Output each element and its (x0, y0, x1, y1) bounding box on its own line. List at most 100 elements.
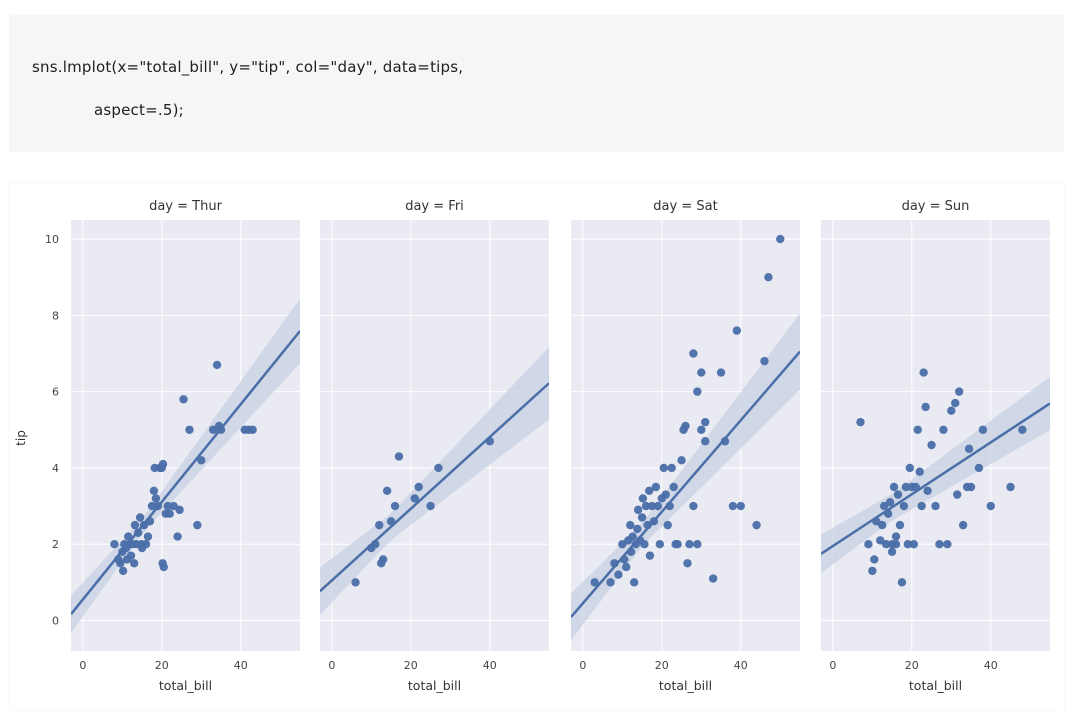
data-point (143, 532, 153, 541)
y-tick-label: 2 (52, 538, 59, 551)
data-point (697, 425, 706, 434)
data-point (954, 387, 964, 396)
data-point (659, 463, 668, 473)
data-point (394, 452, 404, 461)
code-block: sns.lmplot(x="total_bill", y="tip", col=… (9, 15, 1064, 152)
data-point (915, 467, 924, 476)
data-point (655, 540, 665, 549)
data-point (760, 356, 769, 366)
data-point (885, 498, 895, 507)
data-point (728, 501, 738, 511)
data-point (899, 501, 909, 511)
data-point (351, 578, 360, 587)
data-point (1018, 425, 1027, 434)
data-point (149, 486, 159, 496)
data-point (881, 540, 891, 549)
data-point (410, 494, 419, 503)
data-point (681, 421, 690, 431)
data-point (633, 524, 642, 534)
data-point (693, 387, 702, 396)
x-tick-label: 20 (404, 659, 418, 672)
data-point (151, 494, 161, 503)
data-point (677, 456, 686, 465)
data-point (141, 540, 151, 549)
panel-title: day = Thur (149, 199, 222, 214)
data-point (135, 513, 145, 522)
data-point (958, 520, 968, 530)
y-tick-label: 6 (52, 386, 59, 399)
x-axis-label: total_bill (659, 678, 712, 693)
data-point (661, 490, 670, 499)
code-line-2: aspect=.5); (94, 101, 184, 119)
data-point (693, 540, 702, 549)
data-point (1006, 482, 1015, 492)
data-point (193, 520, 202, 530)
y-tick-label: 10 (45, 233, 59, 246)
y-axis-label: tip (14, 430, 28, 446)
data-point (173, 532, 182, 541)
regression-line (320, 382, 549, 593)
data-point (426, 501, 435, 511)
data-point (701, 437, 710, 446)
data-point (708, 574, 718, 583)
data-point (110, 540, 119, 549)
x-tick-label: 40 (984, 659, 998, 672)
x-axis-label: total_bill (159, 678, 212, 693)
x-tick-label: 40 (483, 659, 497, 672)
data-point (923, 486, 932, 496)
data-point (434, 463, 443, 473)
y-tick-label: 8 (52, 309, 59, 322)
data-point (893, 490, 903, 499)
data-point (633, 505, 643, 515)
x-tick-label: 0 (79, 659, 86, 672)
data-point (683, 559, 692, 568)
data-point (185, 425, 194, 434)
x-tick-label: 20 (655, 659, 669, 672)
data-point (669, 482, 678, 492)
data-point (986, 501, 995, 511)
data-point (629, 578, 639, 587)
data-point (663, 520, 672, 530)
data-point (701, 417, 710, 427)
data-point (864, 540, 873, 549)
figure-card: tip day = Thur 0 20 40 total_bill 0 2 4 6 8 10 day … (9, 183, 1064, 711)
data-point (126, 551, 136, 560)
x-tick-label: 40 (234, 659, 248, 672)
data-point (895, 520, 905, 530)
data-point (897, 578, 907, 587)
panel-background (71, 220, 300, 651)
data-point (645, 551, 655, 560)
data-point (917, 501, 926, 511)
data-point (614, 570, 623, 579)
data-point (736, 501, 745, 511)
data-point (414, 482, 423, 492)
x-tick-label: 20 (155, 659, 169, 672)
data-point (378, 555, 388, 564)
x-axis-label: total_bill (909, 678, 962, 693)
data-point (637, 513, 647, 522)
data-point (622, 562, 631, 572)
data-point (651, 482, 661, 492)
panel-title: day = Sun (902, 199, 970, 214)
data-point (165, 509, 174, 518)
regression-line (71, 330, 300, 615)
x-tick-label: 0 (579, 659, 586, 672)
data-point (175, 505, 184, 515)
data-point (673, 540, 682, 549)
data-point (640, 540, 649, 549)
data-point (644, 486, 654, 496)
data-point (939, 425, 948, 434)
data-point (382, 486, 392, 496)
data-point (248, 425, 257, 434)
data-point (158, 559, 167, 568)
data-point (764, 273, 773, 282)
data-point (909, 540, 918, 549)
data-point (130, 520, 140, 530)
data-point (889, 482, 899, 492)
data-point (891, 532, 901, 541)
data-point (147, 501, 157, 511)
data-point (212, 360, 222, 370)
data-point (716, 368, 726, 377)
data-point (606, 578, 615, 587)
data-point (931, 501, 940, 511)
